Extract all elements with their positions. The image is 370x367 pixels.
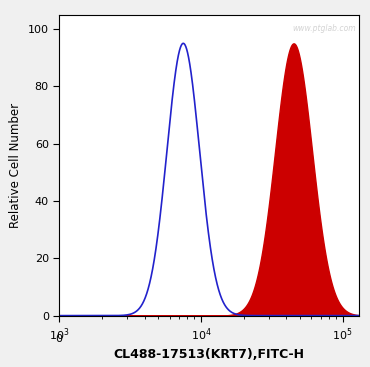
X-axis label: CL488-17513(KRT7),FITC-H: CL488-17513(KRT7),FITC-H: [114, 348, 305, 361]
Text: www.ptglab.com: www.ptglab.com: [292, 24, 356, 33]
Text: 0: 0: [56, 334, 63, 344]
Y-axis label: Relative Cell Number: Relative Cell Number: [9, 103, 22, 228]
